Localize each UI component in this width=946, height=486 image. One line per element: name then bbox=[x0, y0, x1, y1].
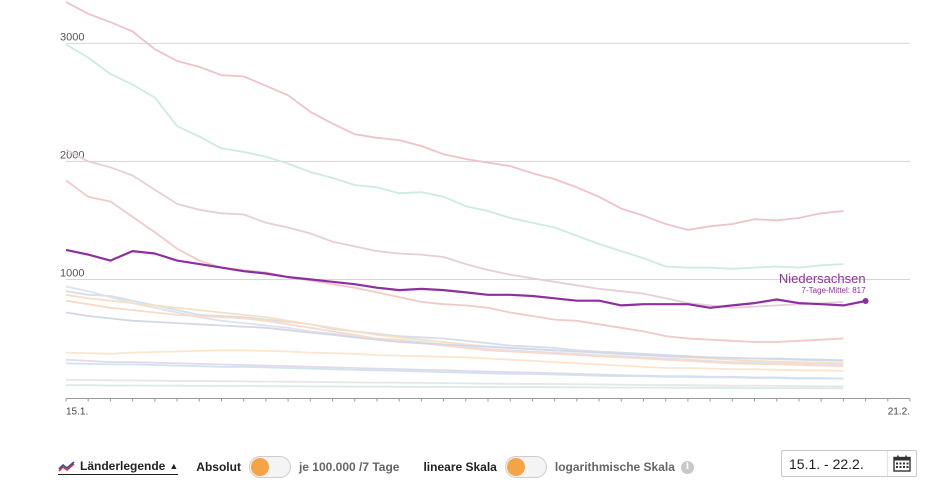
linear-scale-label: lineare Skala bbox=[423, 460, 497, 474]
series-line bbox=[65, 179, 844, 343]
legend-toggle-label: Länderlegende bbox=[80, 459, 166, 473]
series-line bbox=[65, 299, 844, 368]
y-tick-label: 3000 bbox=[60, 31, 84, 43]
x-tick-label: 15.1. bbox=[66, 407, 88, 418]
scale-switch[interactable] bbox=[504, 456, 547, 478]
per-capita-label: je 100.000 /7 Tage bbox=[298, 460, 400, 474]
highlight-series-line bbox=[65, 248, 866, 309]
series-line bbox=[65, 378, 844, 388]
scale-toggle: lineare Skala logarithmische Skala i bbox=[423, 456, 694, 478]
info-icon[interactable]: i bbox=[680, 460, 694, 474]
switch-knob bbox=[250, 458, 269, 476]
x-axis: 15.1. 21.2. bbox=[65, 398, 911, 418]
legend-lines-icon bbox=[58, 461, 75, 472]
calendar-icon bbox=[893, 455, 911, 472]
series-line bbox=[65, 148, 844, 309]
series-line bbox=[65, 349, 844, 372]
y-tick-label: 2000 bbox=[60, 149, 84, 161]
series-line bbox=[65, 290, 844, 362]
absolut-switch[interactable] bbox=[248, 456, 291, 478]
series-line bbox=[65, 293, 844, 365]
series-line bbox=[65, 1, 844, 231]
absolute-per-capita-toggle: Absolut je 100.000 /7 Tage bbox=[196, 456, 399, 478]
x-tick-label: 21.2. bbox=[888, 407, 910, 418]
line-chart: 1000 2000 3000 Niedersachsen7-Tage-Mittel:… bbox=[60, 1, 911, 418]
y-tick-label: 1000 bbox=[60, 267, 84, 279]
absolut-label: Absolut bbox=[196, 460, 241, 474]
log-scale-label: logarithmische Skala bbox=[554, 460, 675, 474]
background-series bbox=[65, 1, 844, 390]
highlight-series-label: Niedersachsen bbox=[779, 271, 866, 286]
highlight-annotation: 7-Tage-Mittel: 817 bbox=[802, 286, 867, 295]
series-line bbox=[65, 384, 844, 390]
chart-controls: Länderlegende ▲ Absolut je 100.000 /7 Ta… bbox=[58, 452, 928, 482]
series-line bbox=[65, 362, 844, 380]
date-range-input[interactable]: 15.1. - 22.2. bbox=[789, 455, 864, 472]
highlight-endpoint bbox=[862, 298, 869, 305]
switch-knob bbox=[506, 458, 525, 476]
grid-lines: 1000 2000 3000 bbox=[60, 31, 910, 280]
series-line bbox=[65, 43, 844, 270]
series-line bbox=[65, 285, 844, 366]
calendar-button[interactable] bbox=[887, 451, 916, 476]
legend-toggle-button[interactable]: Länderlegende ▲ bbox=[58, 459, 179, 475]
date-range-picker[interactable]: 15.1. - 22.2. bbox=[781, 450, 917, 477]
chevron-up-icon: ▲ bbox=[169, 461, 179, 471]
series-line bbox=[65, 311, 844, 362]
